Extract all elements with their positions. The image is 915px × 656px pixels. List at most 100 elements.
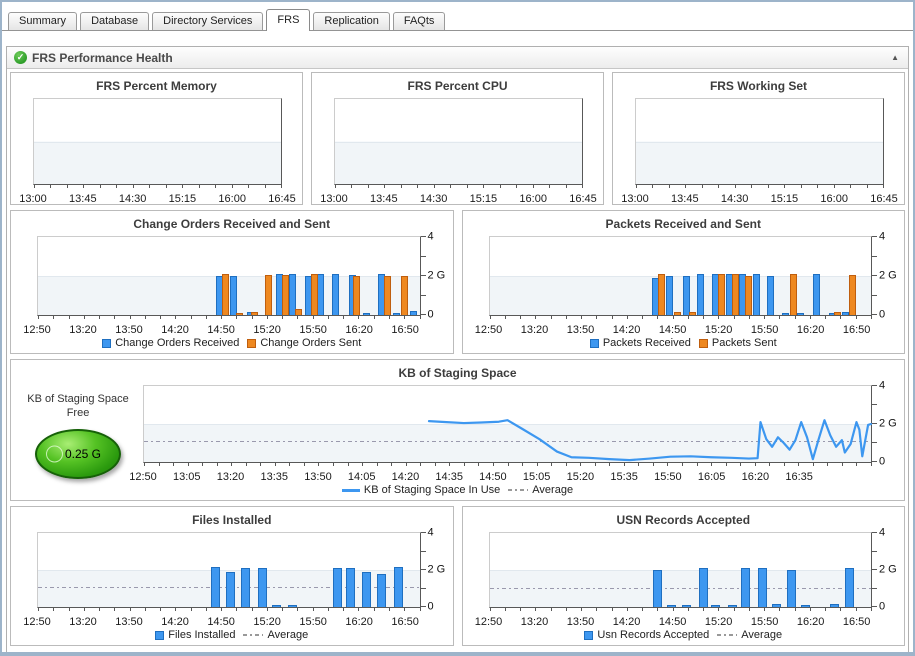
- x-axis-tick: [809, 607, 811, 611]
- legend-swatch-average: [508, 489, 529, 491]
- x-axis-tick: [657, 607, 659, 611]
- x-axis-tick: [733, 315, 735, 319]
- x-axis-tick: [522, 462, 524, 466]
- x-axis-label: 14:35: [435, 471, 463, 483]
- x-axis-label: 13:20: [216, 471, 245, 483]
- panel-frs-percent-cpu: FRS Percent CPU 13:00 13:45 14:30 15:15 16:00…: [311, 72, 604, 205]
- x-axis-label: 14:20: [161, 616, 189, 628]
- x-axis-tick: [504, 315, 506, 319]
- x-axis-tick: [391, 462, 393, 466]
- chart-files-installed: Files Installed 0 2 G 4 12:50 13:20 13:50 14:20…: [11, 507, 453, 645]
- y-axis-label: 4: [427, 526, 434, 539]
- x-axis-tick: [327, 607, 329, 611]
- x-axis-tick: [38, 315, 39, 319]
- x-axis-tick: [581, 315, 583, 319]
- x-axis-tick: [856, 462, 858, 466]
- chart-bar: [753, 274, 761, 315]
- panel-frs-percent-memory: FRS Percent Memory 13:00 13:45 14:30 15:15 16…: [10, 72, 303, 205]
- y-axis-tick: [872, 404, 877, 405]
- x-axis-tick: [638, 462, 640, 466]
- x-axis-tick: [53, 315, 55, 319]
- tab-faqts[interactable]: FAQts: [392, 12, 446, 30]
- tab-database[interactable]: Database: [80, 12, 150, 30]
- x-axis-label: 15:20: [253, 616, 281, 628]
- x-axis-label: 16:20: [345, 616, 373, 628]
- x-axis-tick: [798, 462, 800, 466]
- legend-item: Packets Received: [589, 337, 691, 349]
- x-axis-tick: [734, 184, 736, 188]
- x-axis-tick: [450, 184, 452, 188]
- chart-packets: Packets Received and Sent 0 2 G 4 12:50 13:20…: [463, 211, 905, 353]
- x-axis-tick: [373, 315, 375, 319]
- staging-gauge-block: KB of Staging Space Free 0.25 G: [19, 392, 137, 479]
- chart-bar: [346, 568, 356, 607]
- x-axis-tick: [478, 462, 480, 466]
- x-axis-tick: [266, 607, 268, 611]
- x-axis-label: 16:00: [820, 193, 848, 205]
- legend-swatch: [589, 338, 599, 348]
- y-axis-label: 0: [879, 455, 886, 468]
- x-axis-label: 14:50: [207, 324, 235, 336]
- y-axis-tick: [872, 294, 877, 296]
- x-axis-tick: [335, 184, 336, 188]
- x-axis-tick: [114, 607, 116, 611]
- x-axis-label: 13:50: [115, 324, 143, 336]
- x-axis-label: 14:30: [419, 193, 448, 205]
- chart-legend: Packets Received Packets Sent: [463, 335, 905, 351]
- gridline-2g: [144, 424, 871, 425]
- x-axis-tick: [668, 184, 670, 188]
- x-axis-tick: [289, 462, 291, 466]
- tab-directory-services[interactable]: Directory Services: [152, 12, 264, 30]
- x-axis-tick: [358, 315, 360, 319]
- chart-bar: [766, 276, 774, 315]
- x-axis-tick: [132, 184, 134, 188]
- x-axis-tick: [516, 184, 518, 188]
- chart-plot-area: [33, 98, 282, 188]
- x-axis-label: 13:50: [304, 471, 332, 483]
- x-axis-tick: [611, 315, 613, 319]
- tab-replication[interactable]: Replication: [313, 12, 390, 30]
- tab-frs[interactable]: FRS: [266, 9, 311, 31]
- x-axis-tick: [99, 184, 101, 188]
- x-axis-tick: [149, 184, 151, 188]
- y-axis-tick: [420, 569, 426, 570]
- tab-summary[interactable]: Summary: [8, 12, 78, 30]
- x-axis-label: 16:45: [569, 193, 597, 205]
- collapse-icon[interactable]: ▲: [891, 53, 899, 62]
- x-axis-label: 14:20: [612, 616, 641, 628]
- chart-title: USN Records Accepted: [616, 513, 751, 527]
- x-axis-tick: [636, 184, 637, 188]
- x-axis-tick: [198, 184, 200, 188]
- x-axis-label: 13:45: [370, 193, 398, 205]
- x-axis-tick: [767, 184, 769, 188]
- chart-bar: [688, 312, 696, 315]
- x-axis-tick: [681, 462, 683, 466]
- x-axis-tick: [384, 184, 386, 188]
- x-axis-tick: [779, 315, 781, 319]
- x-axis-label: 13:20: [520, 324, 549, 336]
- x-axis-tick: [347, 462, 349, 466]
- x-axis-tick: [264, 184, 266, 188]
- chart-bar: [658, 274, 666, 315]
- x-axis-tick: [840, 607, 842, 611]
- chart-bar: [812, 274, 820, 315]
- x-axis-label: 16:20: [796, 616, 825, 628]
- chart-bar: [758, 568, 768, 607]
- chart-title: Files Installed: [192, 513, 272, 527]
- x-axis-label: 13:50: [566, 616, 595, 628]
- x-axis-label: 14:20: [391, 471, 420, 483]
- x-axis-tick: [318, 462, 320, 466]
- chart-usn-records: USN Records Accepted 0 2 G 4 12:50 13:20 13:50…: [463, 507, 905, 645]
- x-axis-label: 13:45: [69, 193, 97, 205]
- y-axis-tick: [420, 532, 426, 533]
- x-axis-tick: [833, 184, 835, 188]
- x-axis-tick: [718, 607, 720, 611]
- x-axis-label: 13:35: [260, 471, 288, 483]
- x-axis-tick: [871, 462, 872, 466]
- chart-frs-working-set: FRS Working Set 13:00 13:45 14:30 15:15 16:00…: [613, 73, 904, 205]
- x-axis-tick: [190, 315, 192, 319]
- group-header: ✓ FRS Performance Health ▲: [7, 47, 908, 69]
- gridline-2g: [38, 570, 420, 571]
- x-axis-tick: [565, 315, 567, 319]
